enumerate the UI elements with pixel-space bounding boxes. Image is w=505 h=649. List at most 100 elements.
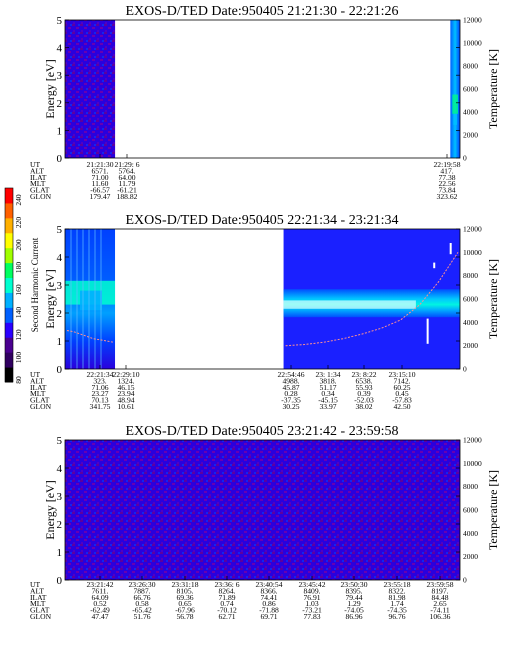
y-tick-label: 2	[57, 519, 63, 531]
table-cell: -37.35	[281, 396, 301, 405]
table-cell: 5764.	[118, 166, 135, 175]
table-cell: 30.25	[282, 402, 299, 411]
spectrogram-streak	[76, 229, 78, 369]
y-tick-label: 5	[57, 15, 63, 27]
table-row-label: GLAT	[30, 186, 50, 195]
colorbar-swatch	[5, 337, 13, 353]
plot-frame	[64, 19, 461, 159]
colorbar-tick: 160	[14, 284, 23, 296]
table-row-label: MLT	[30, 599, 46, 608]
table-row-label: GLAT	[30, 606, 50, 615]
table-cell: 7611.	[92, 586, 109, 595]
table-cell: 23:55:18	[383, 580, 410, 589]
spectrogram-panel-3: EXOS-D/TED Date:950405 23:21:42 - 23:59:…	[30, 424, 500, 621]
spectrogram-streak	[100, 229, 102, 369]
colorbar-tick: 80	[14, 376, 23, 384]
table-cell: -61.21	[117, 186, 137, 195]
table-cell: 60.25	[393, 383, 410, 392]
table-cell: 7142.	[393, 376, 410, 385]
table-row-label: MLT	[30, 389, 46, 398]
table-cell: 48.94	[117, 396, 134, 405]
table-cell: 23:15:10	[388, 370, 415, 379]
table-cell: 62.71	[218, 612, 235, 621]
table-cell: 323.62	[437, 192, 458, 201]
table-cell: 417.	[440, 166, 453, 175]
table-cell: 8264.	[218, 586, 235, 595]
table-cell: 46.15	[117, 383, 134, 392]
table-row-label: ILAT	[30, 383, 47, 392]
table-cell: -73.21	[302, 606, 322, 615]
table-cell: 38.02	[355, 402, 372, 411]
colorbar-swatch	[5, 247, 13, 264]
y-tick-label: 5	[57, 435, 63, 447]
table-cell: 23:21:42	[86, 580, 113, 589]
y-tick-label: 2	[57, 98, 63, 110]
y2-tick-label: 8000	[463, 62, 478, 71]
table-cell: 47.47	[91, 612, 108, 621]
table-cell: 4988.	[282, 376, 299, 385]
y-axis-label: Energy [eV]	[43, 480, 57, 539]
table-cell: 96.76	[388, 612, 405, 621]
table-cell: 23.27	[91, 389, 108, 398]
y2-tick-label: 4000	[463, 318, 478, 327]
table-cell: -71.88	[259, 606, 279, 615]
spectrogram-streak	[94, 229, 96, 369]
colorbar-swatch	[5, 322, 13, 338]
spectrogram-streak	[88, 229, 90, 369]
table-cell: 77.83	[303, 612, 320, 621]
table-cell: 0.74	[220, 599, 233, 608]
table-cell: 22:29:10	[112, 370, 139, 379]
temperature-trace	[285, 252, 459, 347]
spectrogram-spike	[426, 318, 429, 344]
table-cell: 71.89	[218, 593, 235, 602]
table-row-label: ILAT	[30, 593, 47, 602]
table-cell: 77.38	[438, 173, 455, 182]
table-cell: 6571.	[91, 166, 108, 175]
y-axis-label: Energy [eV]	[43, 269, 57, 328]
y-tick-label: 1	[57, 125, 63, 137]
y2-axis-label: Temperature [K]	[486, 259, 500, 339]
table-cell: 188.82	[117, 192, 138, 201]
table-cell: 11.79	[119, 179, 136, 188]
table-cell: 22:19:58	[433, 160, 460, 169]
y2-tick-label: 10000	[463, 39, 482, 48]
table-cell: 55.93	[355, 383, 372, 392]
y2-tick-label: 12000	[463, 225, 482, 234]
table-cell: 33.97	[319, 402, 336, 411]
table-cell: 51.76	[133, 612, 150, 621]
table-row-label: UT	[30, 580, 40, 589]
table-row-label: ALT	[30, 376, 44, 385]
spectrogram-hotspot	[453, 113, 457, 125]
table-cell: 56.78	[176, 612, 193, 621]
spectrogram-segment	[450, 20, 460, 158]
y-tick-label: 0	[57, 153, 63, 165]
colorbar-tick: 120	[14, 329, 23, 341]
table-cell: 71.06	[91, 383, 108, 392]
table-cell: 8395.	[345, 586, 362, 595]
table-cell: 81.98	[388, 593, 405, 602]
colorbar-swatch	[5, 232, 13, 249]
y2-tick-label: 0	[463, 365, 467, 374]
spectrogram-streak	[82, 229, 84, 369]
colorbar-swatch	[5, 292, 13, 308]
table-cell: 23:31:18	[171, 580, 198, 589]
table-row-label: GLON	[30, 612, 52, 621]
y2-tick-label: 6000	[463, 295, 478, 304]
spectrogram-panel-1: EXOS-D/TED Date:950405 21:21:30 - 22:21:…	[30, 4, 500, 201]
y2-tick-label: 10000	[463, 248, 482, 257]
colorbar-swatch	[5, 352, 13, 368]
table-cell: 74.41	[260, 593, 277, 602]
y2-tick-label: 4000	[463, 529, 478, 538]
y2-tick-label: 0	[463, 576, 467, 585]
table-cell: 0.39	[357, 389, 370, 398]
table-cell: 8409.	[303, 586, 320, 595]
table-cell: 22:21:34	[86, 370, 113, 379]
table-row-label: UT	[30, 370, 40, 379]
table-cell: 22.56	[438, 179, 455, 188]
table-cell: 0.86	[262, 599, 275, 608]
y2-tick-label: 0	[463, 154, 467, 163]
colorbar-tick: 220	[14, 217, 23, 229]
table-cell: 45.87	[282, 383, 299, 392]
energy-band-core	[283, 300, 416, 309]
y-tick-label: 2	[57, 308, 63, 320]
